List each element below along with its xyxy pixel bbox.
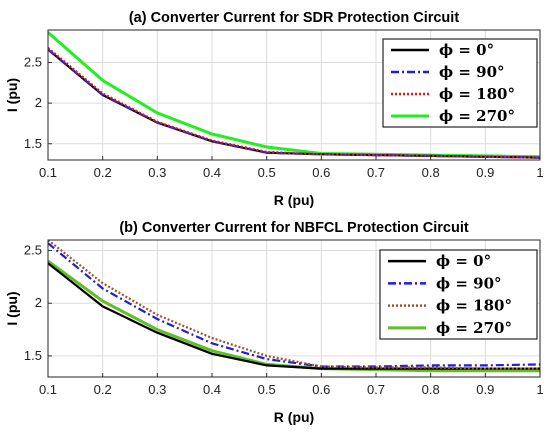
x-tick-label: 0.2: [94, 382, 112, 397]
x-tick-label: 0.5: [258, 382, 276, 397]
x-tick-label: 0.7: [367, 165, 385, 180]
legend-entry-label: ϕ = 0°: [436, 252, 491, 270]
chart-panel-1: 0.1 0.2 0.3 0.4 0.5 0.6 0.7 0.8 0.9 1 1.5 2 2.5 (b) C…: [4, 220, 544, 425]
y-tick-label: 2: [35, 95, 42, 110]
series-line-2: [48, 47, 540, 159]
y-tick-label: 1.5: [24, 136, 42, 151]
series-line-2: [48, 240, 540, 370]
legend: ϕ = 0° ϕ = 90° ϕ = 180° ϕ = 270°: [379, 249, 538, 340]
legend-entry-label: ϕ = 270°: [436, 319, 512, 337]
legend-box: [382, 38, 538, 128]
x-tick-label: 0.4: [203, 165, 221, 180]
series-line-0: [48, 262, 540, 370]
x-tick-label: 0.3: [148, 382, 166, 397]
x-tick-label: 0.4: [203, 382, 221, 397]
legend-box: [379, 249, 538, 340]
legend-entry-label: ϕ = 90°: [439, 63, 505, 81]
y-tick-label: 2.5: [24, 55, 42, 70]
chart-title: (b) Converter Current for NBFCL Protecti…: [119, 220, 469, 236]
x-tick-label: 0.9: [476, 165, 494, 180]
chart-title: (a) Converter Current for SDR Protection…: [129, 10, 459, 26]
x-tick-label: 1: [536, 165, 543, 180]
legend-entry-label: ϕ = 90°: [436, 274, 502, 292]
series-line-1: [48, 242, 540, 368]
x-tick-label: 0.5: [258, 165, 276, 180]
x-tick-label: 0.6: [312, 382, 330, 397]
y-axis-label: I (pu): [4, 291, 20, 325]
x-tick-label: 0.2: [94, 165, 112, 180]
x-tick-label: 1: [536, 382, 543, 397]
x-tick-label: 0.3: [148, 165, 166, 180]
y-tick-label: 2: [35, 295, 42, 310]
legend: ϕ = 0° ϕ = 90° ϕ = 180° ϕ = 270°: [382, 38, 538, 128]
x-tick-label: 0.9: [476, 382, 494, 397]
legend-entry-label: ϕ = 0°: [439, 41, 494, 59]
legend-entry-label: ϕ = 270°: [439, 107, 515, 125]
x-tick-label: 0.1: [39, 382, 57, 397]
x-axis-label: R (pu): [274, 409, 314, 425]
y-tick-label: 2.5: [24, 243, 42, 258]
x-axis-label: R (pu): [274, 192, 314, 208]
y-tick-label: 1.5: [24, 348, 42, 363]
x-tick-label: 0.6: [312, 165, 330, 180]
legend-entry-label: ϕ = 180°: [436, 297, 512, 315]
y-axis-label: I (pu): [4, 78, 20, 112]
x-tick-label: 0.1: [39, 165, 57, 180]
legend-entry-label: ϕ = 180°: [439, 85, 515, 103]
x-tick-label: 0.7: [367, 382, 385, 397]
axes-frame: [47, 239, 541, 378]
axes-frame: [47, 29, 541, 161]
chart-panel-0: 0.1 0.2 0.3 0.4 0.5 0.6 0.7 0.8 0.9 1 1.5 2 2.5 (a) C…: [4, 10, 544, 208]
x-tick-label: 0.8: [422, 382, 440, 397]
x-tick-label: 0.8: [422, 165, 440, 180]
